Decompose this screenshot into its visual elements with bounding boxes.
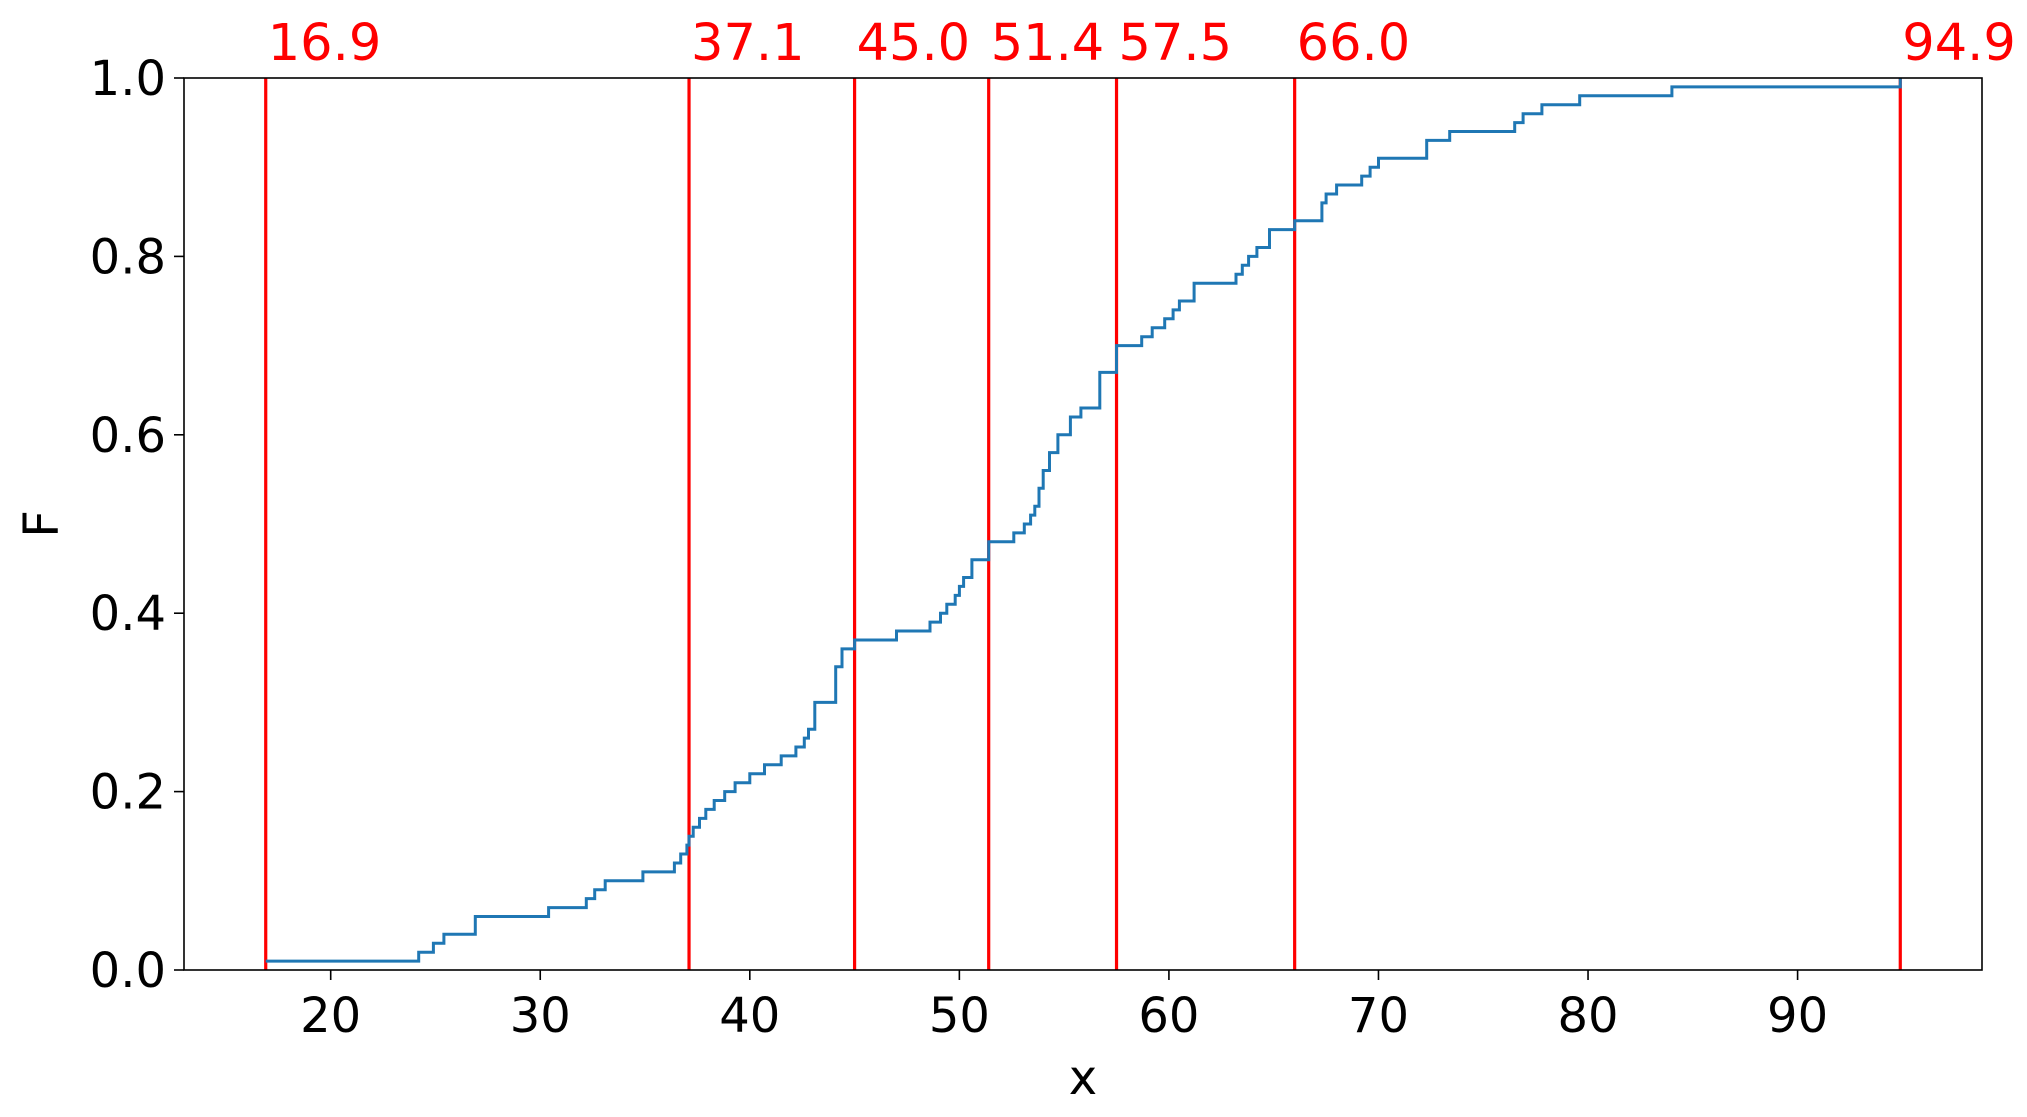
marker-label: 94.9 (1902, 14, 2016, 73)
plot-background (184, 78, 1982, 970)
marker-label: 57.5 (1119, 14, 1233, 73)
x-tick-label: 20 (300, 988, 361, 1044)
x-axis-ticks: 20 30 40 50 60 70 80 90 (300, 970, 1828, 1044)
y-tick-label: 1.0 (90, 51, 166, 107)
y-tick-label: 0.6 (90, 408, 166, 464)
x-axis-label: x (1069, 1050, 1097, 1106)
marker-label: 16.9 (268, 14, 382, 73)
marker-label: 37.1 (691, 14, 805, 73)
x-tick-label: 70 (1348, 988, 1409, 1044)
y-axis-label: F (14, 510, 70, 538)
y-tick-label: 0.0 (90, 943, 166, 999)
y-axis-ticks: 0.0 0.2 0.4 0.6 0.8 1.0 (90, 51, 184, 999)
marker-labels: 16.9 37.1 45.0 51.4 57.5 66.0 94.9 (268, 14, 2016, 73)
x-tick-label: 80 (1557, 988, 1618, 1044)
y-tick-label: 0.2 (90, 765, 166, 821)
marker-label: 51.4 (991, 14, 1105, 73)
marker-label: 45.0 (857, 14, 971, 73)
marker-label: 66.0 (1297, 14, 1411, 73)
x-tick-label: 30 (510, 988, 571, 1044)
y-tick-label: 0.4 (90, 586, 166, 642)
x-tick-label: 60 (1138, 988, 1199, 1044)
x-tick-label: 90 (1767, 988, 1828, 1044)
x-tick-label: 40 (719, 988, 780, 1044)
plot-frame (183, 77, 1983, 971)
y-tick-label: 0.8 (90, 229, 166, 285)
ecdf-step-line (265, 78, 1902, 963)
x-tick-label: 50 (929, 988, 990, 1044)
